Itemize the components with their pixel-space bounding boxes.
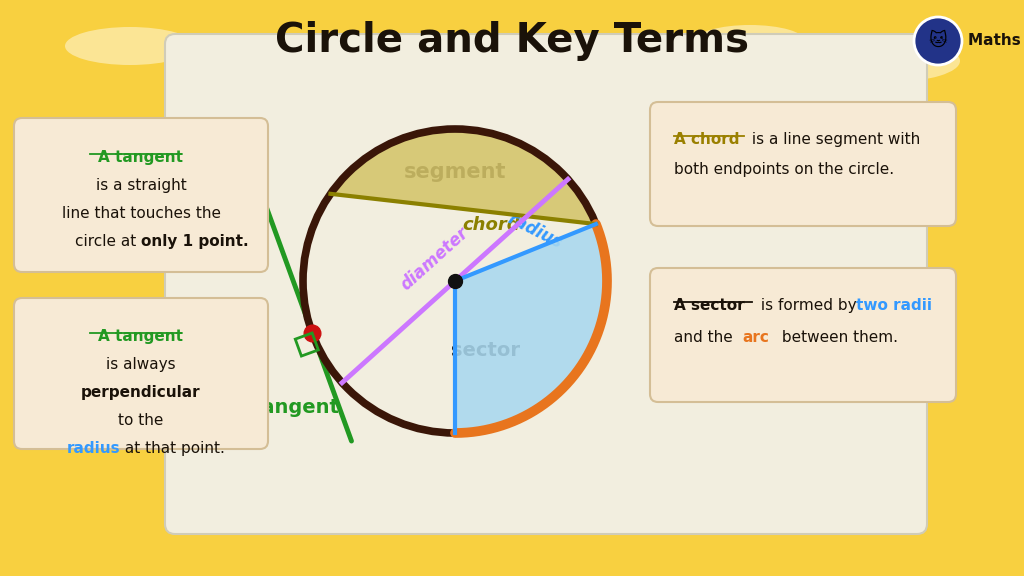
Text: Circle and Key Terms: Circle and Key Terms — [275, 21, 749, 61]
Text: two radii: two radii — [856, 298, 932, 313]
Text: chord: chord — [463, 216, 520, 234]
Text: sector: sector — [451, 342, 519, 361]
Text: arc: arc — [649, 356, 695, 382]
Polygon shape — [331, 129, 596, 224]
Text: both endpoints on the circle.: both endpoints on the circle. — [674, 162, 894, 177]
Text: is always: is always — [106, 357, 176, 372]
Text: is a line segment with: is a line segment with — [746, 132, 921, 147]
FancyBboxPatch shape — [165, 34, 927, 534]
FancyBboxPatch shape — [650, 268, 956, 402]
Polygon shape — [455, 224, 607, 433]
Text: is a straight: is a straight — [95, 178, 186, 193]
Ellipse shape — [65, 27, 195, 65]
Text: A tangent: A tangent — [98, 329, 183, 344]
Ellipse shape — [820, 40, 961, 82]
Text: A sector: A sector — [674, 298, 744, 313]
Text: perpendicular: perpendicular — [81, 385, 201, 400]
Circle shape — [914, 17, 962, 65]
Text: to the: to the — [119, 413, 164, 428]
Text: diameter: diameter — [397, 224, 473, 294]
Text: A chord: A chord — [674, 132, 739, 147]
Text: radius: radius — [505, 210, 565, 252]
Text: and the: and the — [674, 330, 737, 345]
Text: radius: radius — [67, 441, 120, 456]
Text: segment: segment — [403, 161, 506, 181]
Text: is formed by: is formed by — [756, 298, 861, 313]
Ellipse shape — [695, 25, 805, 57]
Text: circle at: circle at — [75, 234, 141, 249]
Text: at that point.: at that point. — [120, 441, 225, 456]
Text: line that touches the: line that touches the — [61, 206, 220, 221]
FancyBboxPatch shape — [650, 102, 956, 226]
FancyBboxPatch shape — [14, 298, 268, 449]
Text: Maths Angel: Maths Angel — [968, 33, 1024, 48]
FancyBboxPatch shape — [14, 118, 268, 272]
Text: between them.: between them. — [777, 330, 898, 345]
Text: tangent: tangent — [253, 397, 340, 416]
Text: arc: arc — [742, 330, 769, 345]
Text: only 1 point.: only 1 point. — [141, 234, 249, 249]
Text: 🐱: 🐱 — [929, 32, 947, 50]
Text: A tangent: A tangent — [98, 150, 183, 165]
